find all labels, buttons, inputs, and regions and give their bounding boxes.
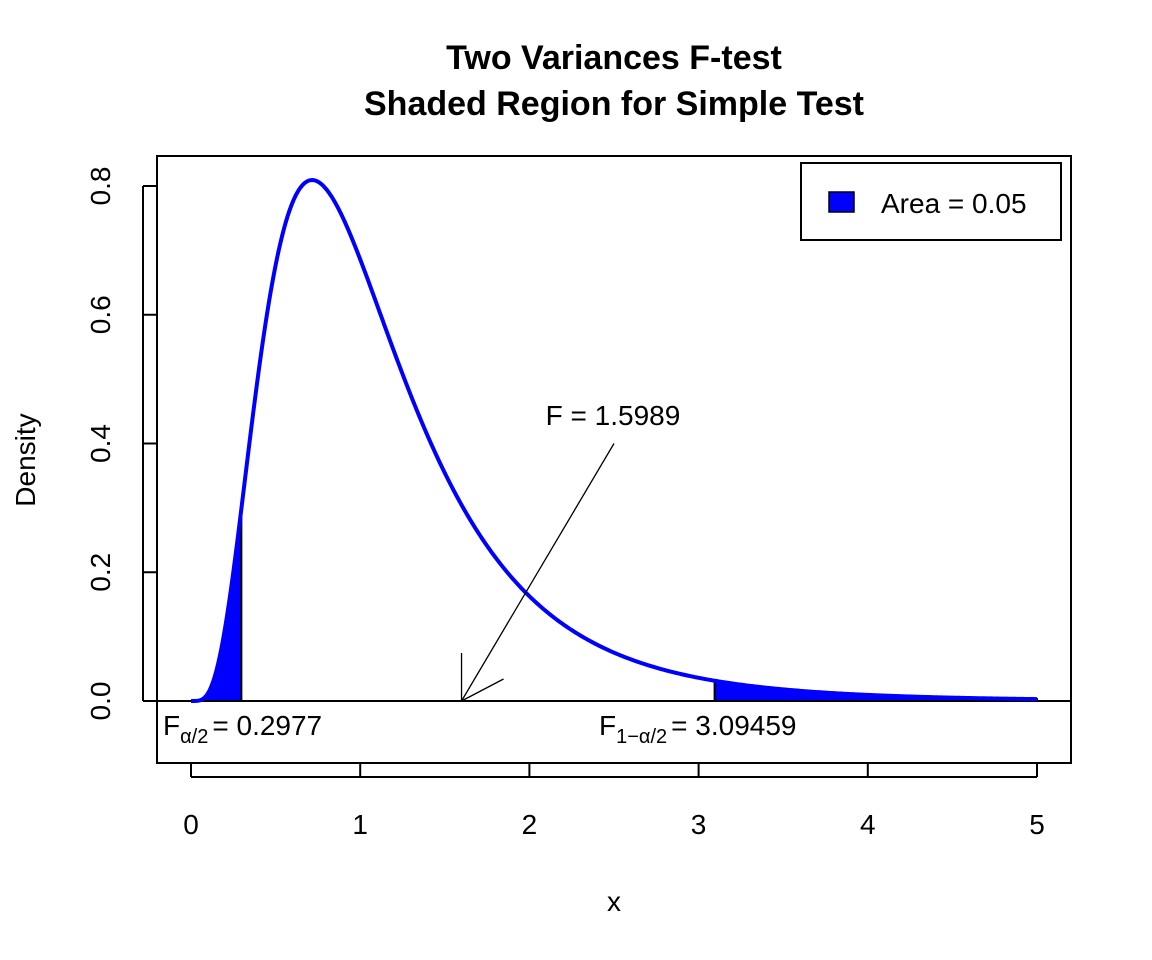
x-tick-label: 0	[183, 809, 199, 840]
y-tick-label: 0.6	[85, 295, 116, 334]
x-tick-label: 3	[691, 809, 707, 840]
statistic-arrow	[460, 443, 615, 702]
chart-subtitle: Shaded Region for Simple Test	[364, 85, 864, 123]
upper-critical-label: F1−α/2 = 3.09459	[599, 710, 797, 748]
legend-box	[800, 162, 1062, 241]
x-tick-label: 5	[1029, 809, 1045, 840]
y-tick-label: 0.0	[85, 682, 116, 721]
y-axis-label: Density	[10, 413, 41, 506]
x-tick-label: 2	[522, 809, 538, 840]
lower-critical-label: Fα/2 = 0.2977	[163, 710, 322, 748]
chart-title: Two Variances F-test	[446, 39, 782, 77]
y-tick-label: 0.8	[85, 167, 116, 206]
legend-label: Area = 0.05	[881, 188, 1027, 219]
density-curve	[191, 178, 1038, 703]
y-tick-label: 0.4	[85, 424, 116, 463]
y-tick-label: 0.2	[85, 553, 116, 592]
legend: Area = 0.05	[800, 162, 1062, 241]
arrow-head	[461, 678, 504, 702]
x-axis-label: x	[607, 886, 621, 917]
plot-box	[156, 155, 1072, 764]
x-tick-label: 1	[352, 809, 368, 840]
legend-swatch	[828, 191, 855, 213]
x-tick-label: 4	[860, 809, 876, 840]
f-statistic-label: F = 1.5989	[546, 400, 681, 431]
